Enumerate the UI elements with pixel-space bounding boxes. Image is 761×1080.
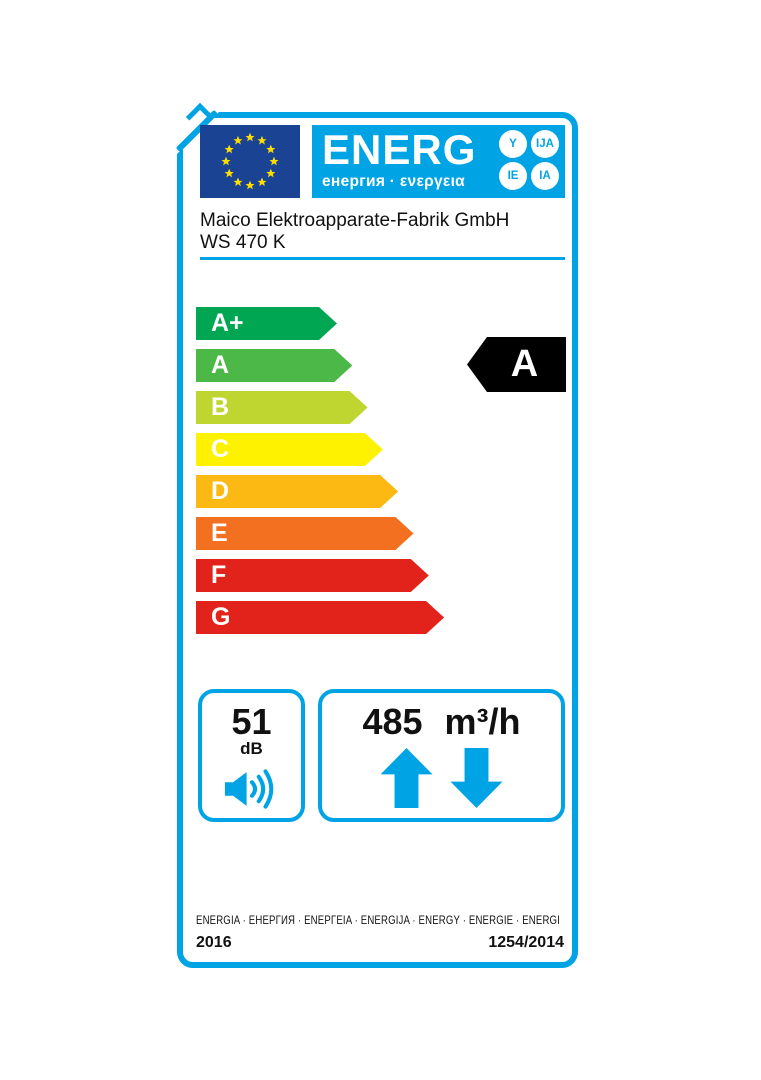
class-arrow: F [196,559,429,592]
class-letter: D [211,477,230,505]
noise-value: 51 [231,701,272,742]
airflow-reading: 485 m³/h [322,704,561,740]
label-header: ENERG енергия · ενεργεια Y IJA IE IA [200,125,565,198]
rating-indicator: A [467,337,566,392]
energy-label: ENERG енергия · ενεργεια Y IJA IE IA Mai… [175,102,578,968]
airflow-box: 485 m³/h [318,689,565,822]
noise-box: 51 dB [198,689,305,822]
class-arrow: A+ [196,307,337,340]
scale-row: G [196,601,444,634]
efficiency-scale: A+ A B C D [196,307,444,643]
class-arrow: E [196,517,414,550]
class-letter: B [211,393,230,421]
suffix-circle-ia: IA [531,162,559,190]
speaker-icon [224,769,273,809]
footer-languages: ENERGIA · ЕНЕРГИЯ · ΕΝΕΡΓΕΙΑ · ENERGIJA … [196,913,560,927]
scale-row: C [196,433,444,466]
energ-logo-subtext: енергия · ενεργεια [322,173,466,191]
energ-logo-text: ENERG [322,126,477,173]
energ-logo: ENERG енергия · ενεργεια Y IJA IE IA [312,125,565,198]
footer-meta: 2016 1254/2014 [196,934,564,952]
class-letter: A [211,351,230,379]
airflow-direction-icons [322,748,561,808]
suffix-circle-y: Y [499,130,527,158]
class-letter: F [211,561,227,589]
airflow-value: 485 [362,701,423,742]
scale-row: E [196,517,444,550]
footer-regulation: 1254/2014 [488,934,564,951]
eu-flag-icon [200,125,300,198]
divider-rule [200,257,565,260]
class-arrow: D [196,475,398,508]
arrow-down-icon [450,748,503,808]
class-letter: C [211,435,230,463]
class-arrow: A [196,349,352,382]
class-arrow: G [196,601,444,634]
scale-row: D [196,475,444,508]
rating-letter: A [510,343,539,385]
airflow-unit: m³/h [444,701,521,742]
label-footer: ENERGIA · ЕНЕРГИЯ · ΕΝΕΡΓΕΙΑ · ENERGIJA … [196,913,564,952]
class-letter: G [211,603,231,631]
suffix-circle-ija: IJA [531,130,559,158]
scale-row: F [196,559,444,592]
class-letter: E [211,519,228,547]
footer-year: 2016 [196,934,232,951]
class-arrow: B [196,391,368,424]
supplier-name: Maico Elektroapparate-Fabrik GmbH [200,210,510,231]
noise-unit: dB [240,739,263,758]
class-letter: A+ [211,309,244,337]
arrow-up-icon [380,748,433,808]
suffix-circle-ie: IE [499,162,527,190]
supplier-block: Maico Elektroapparate-Fabrik GmbH WS 470… [200,210,509,254]
scale-row: A [196,349,444,382]
model-name: WS 470 K [200,232,286,253]
scale-row: A+ [196,307,444,340]
class-arrow: C [196,433,383,466]
energ-suffix-circles: Y IJA IE IA [499,130,559,190]
scale-row: B [196,391,444,424]
